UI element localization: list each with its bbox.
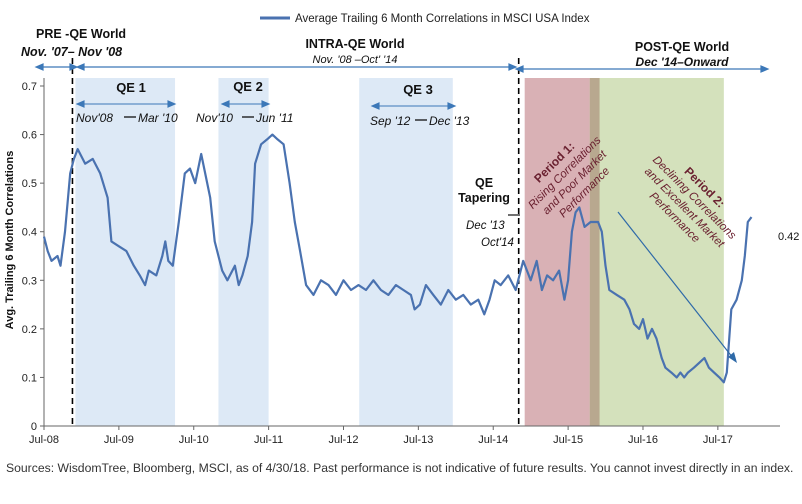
band-qe3 xyxy=(359,78,453,426)
x-tick-label: Jul-16 xyxy=(628,434,658,446)
post-qe-dates: Dec '14–Onward xyxy=(636,55,730,69)
tapering-start: Dec '13 xyxy=(466,220,505,232)
sources-footnote: Sources: WisdomTree, Bloomberg, MSCI, as… xyxy=(6,461,794,475)
end-value-label: 0.42 xyxy=(778,231,799,243)
series-line-correlations xyxy=(42,133,753,384)
y-tick-label: 0.6 xyxy=(22,130,37,142)
intra-qe-title: INTRA-QE World xyxy=(305,37,404,51)
x-tick-label: Jul-09 xyxy=(104,434,134,446)
qe1-start: Nov'08 xyxy=(76,111,113,125)
x-tick-label: Jul-15 xyxy=(553,434,583,446)
qe3-start: Sep '12 xyxy=(370,114,411,128)
qe2-label: QE 2 xyxy=(233,79,263,94)
post-qe-title: POST-QE World xyxy=(635,40,729,54)
legend-label: Average Trailing 6 Month Correlations in… xyxy=(295,13,590,25)
pre-qe-title: PRE -QE World xyxy=(36,27,126,41)
x-tick-label: Jul-08 xyxy=(29,434,59,446)
tapering-label-2: Tapering xyxy=(458,191,510,205)
x-tick-label: Jul-14 xyxy=(478,434,508,446)
y-tick-label: 0.2 xyxy=(22,324,37,336)
y-tick-label: 0.1 xyxy=(22,372,37,384)
band-qe1 xyxy=(75,78,176,426)
pre-qe-dates: Nov. '07– Nov '08 xyxy=(21,45,122,59)
qe1-end: Mar '10 xyxy=(138,111,178,125)
y-tick-label: 0 xyxy=(31,421,37,433)
x-tick-labels: Jul-08 Jul-09 Jul-10 Jul-11 Jul-12 Jul-13 Jul-… xyxy=(29,426,733,446)
qe-span-arrows xyxy=(75,100,457,110)
x-tick-label: Jul-13 xyxy=(403,434,433,446)
y-tick-labels: 0 0.1 0.2 0.3 0.4 0.5 0.6 0.7 xyxy=(22,81,44,433)
qe1-label: QE 1 xyxy=(116,80,146,95)
decline-trend-arrow xyxy=(617,211,737,363)
x-tick-label: Jul-12 xyxy=(329,434,359,446)
y-axis-label: Avg. Trailing 6 Month Correlations xyxy=(4,151,16,330)
shaded-periods xyxy=(75,78,724,426)
regime-dividers xyxy=(71,58,520,426)
qe3-end: Dec '13 xyxy=(429,114,470,128)
x-tick-label: Jul-11 xyxy=(254,434,283,446)
regime-arrows xyxy=(34,63,770,73)
tapering-end: Oct'14 xyxy=(481,237,514,249)
band-qe2 xyxy=(218,78,269,426)
band-period1 xyxy=(524,78,600,426)
intra-qe-dates: Nov. '08 –Oct' '14 xyxy=(313,54,398,66)
x-tick-label: Jul-10 xyxy=(179,434,209,446)
qe2-end: Jun '11 xyxy=(255,111,293,125)
x-tick-label: Jul-17 xyxy=(703,434,733,446)
y-tick-label: 0.7 xyxy=(22,81,37,93)
y-tick-label: 0.3 xyxy=(22,275,37,287)
tapering-label-1: QE xyxy=(475,176,493,190)
y-tick-label: 0.4 xyxy=(22,227,37,239)
qe2-start: Nov'10 xyxy=(196,111,233,125)
band-period2 xyxy=(589,78,724,426)
band-overlap xyxy=(589,78,600,426)
qe3-label: QE 3 xyxy=(403,82,433,97)
correlation-chart: 0 0.1 0.2 0.3 0.4 0.5 0.6 0.7 Jul-08 Jul-09 Jul-1… xyxy=(4,13,799,446)
y-tick-label: 0.5 xyxy=(22,178,37,190)
